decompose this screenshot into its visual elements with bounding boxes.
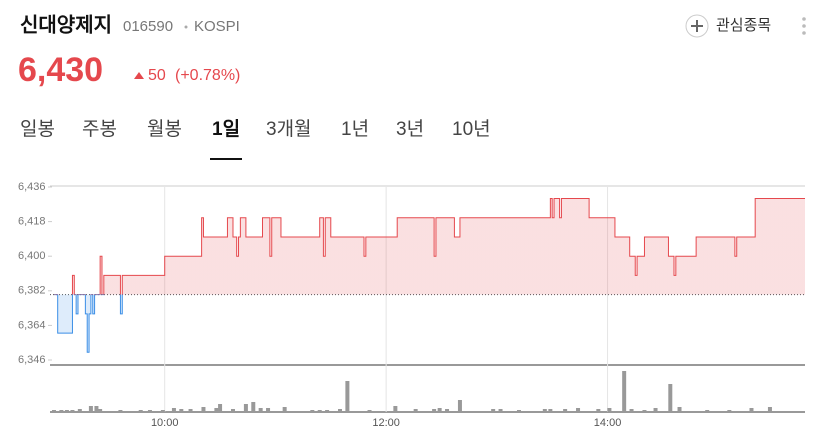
- volume-bar: [258, 408, 263, 412]
- volume-bar: [767, 407, 772, 412]
- volume-bar: [338, 409, 343, 412]
- tab[interactable]: 3년: [396, 118, 424, 140]
- volume-bar: [214, 408, 219, 412]
- volume-bar: [393, 406, 398, 412]
- volume-bar: [94, 406, 99, 412]
- volume-bar: [596, 409, 601, 412]
- volume-bar: [160, 410, 165, 412]
- volume-bar: [668, 384, 673, 412]
- volume-bar: [64, 410, 69, 412]
- volume-bar: [629, 409, 634, 412]
- volume-bar: [542, 409, 547, 412]
- volume-bar: [563, 409, 568, 412]
- stock-name: 신대양제지: [20, 13, 112, 36]
- volume-bar: [607, 408, 612, 412]
- stock-code: 016590: [123, 18, 173, 35]
- tab[interactable]: 월봉: [147, 118, 182, 140]
- volume-bar: [243, 404, 248, 412]
- tab[interactable]: 3개월: [266, 118, 312, 140]
- volume-bar: [367, 410, 372, 412]
- volume-bar: [70, 410, 75, 412]
- volume-bar: [548, 409, 553, 412]
- y-tick-label: 6,346: [18, 354, 46, 366]
- volume-bar: [138, 410, 143, 412]
- more-menu[interactable]: [802, 17, 806, 35]
- volume-bar: [576, 408, 581, 412]
- volume-bar: [317, 410, 322, 412]
- volume-bar: [59, 410, 64, 412]
- x-tick-label: 12:00: [372, 417, 400, 429]
- separator-dot: [184, 25, 188, 29]
- change-percent: (+0.78%): [175, 67, 240, 84]
- volume-bar: [218, 404, 223, 412]
- tab[interactable]: 1일: [212, 118, 240, 140]
- volume-bar: [749, 408, 754, 412]
- y-tick-label: 6,364: [18, 319, 46, 331]
- volume-bar: [230, 409, 235, 412]
- chart: 6,436 6,418 6,400 6,382 6,364 6,346 10:00 12:00…: [18, 181, 805, 429]
- volume-bar: [251, 402, 256, 412]
- volume-bar: [437, 408, 442, 412]
- x-tick-label: 14:00: [594, 417, 622, 429]
- y-tick-label: 6,400: [18, 250, 46, 262]
- tab[interactable]: 1년: [341, 118, 369, 140]
- volume-bar: [727, 410, 732, 412]
- y-tick-label: 6,418: [18, 216, 46, 228]
- volume-bar: [188, 409, 193, 412]
- volume-bar: [266, 408, 271, 412]
- period-tabs: 일봉 주봉 월봉 1일 3개월 1년 3년 10년: [20, 118, 491, 160]
- price-line: [54, 198, 805, 353]
- volume-bar: [201, 407, 206, 412]
- tab[interactable]: 일봉: [20, 118, 55, 140]
- tab[interactable]: 주봉: [82, 119, 117, 140]
- plus-sign: [691, 20, 703, 32]
- volume-bar: [325, 410, 330, 412]
- volume-bar: [147, 410, 152, 412]
- volume-bar: [282, 407, 287, 412]
- volume-bar: [432, 409, 437, 412]
- volume-bar: [622, 371, 627, 412]
- volume-bar: [653, 408, 658, 412]
- y-tick-label: 6,382: [18, 285, 46, 297]
- volume-bar: [88, 406, 93, 412]
- price: 6,430: [18, 51, 103, 89]
- volume-bar: [642, 410, 647, 412]
- volume-bar: [118, 410, 123, 412]
- volume-bar: [445, 409, 450, 412]
- volume-bar: [52, 410, 56, 412]
- volume-bar: [457, 400, 462, 412]
- volume-bar: [677, 407, 682, 412]
- tab[interactable]: 10년: [452, 118, 491, 140]
- volume-bar: [98, 409, 103, 412]
- volume-bar: [491, 409, 496, 412]
- volume-bar: [77, 409, 82, 412]
- volume-bar: [705, 410, 710, 412]
- volume-bar: [413, 409, 418, 412]
- x-tick-label: 10:00: [151, 417, 179, 429]
- volume-bar: [171, 408, 176, 412]
- volume-bar: [179, 409, 184, 412]
- volume-bar: [345, 381, 350, 412]
- change: 50: [148, 67, 166, 84]
- volume-bar: [498, 409, 503, 412]
- volume-bar: [516, 410, 521, 412]
- up-arrow: [134, 72, 144, 79]
- market: KOSPI: [194, 18, 240, 35]
- volume-bar: [310, 410, 315, 412]
- watch-button[interactable]: 관심종목: [716, 17, 771, 34]
- price-area: [54, 198, 805, 353]
- y-tick-label: 6,436: [18, 181, 46, 193]
